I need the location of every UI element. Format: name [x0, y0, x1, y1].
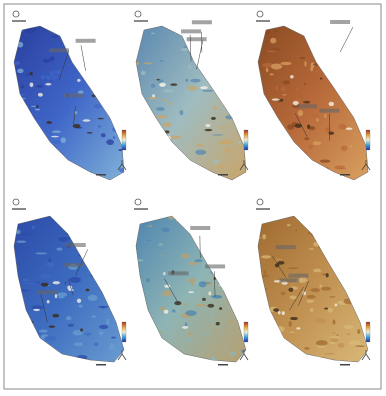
panel-label	[12, 20, 26, 22]
annotation-box	[63, 263, 83, 267]
panel-label	[256, 208, 270, 210]
colorbar	[122, 322, 126, 342]
annotation-box	[76, 39, 96, 43]
annotation-box	[205, 264, 225, 268]
annotation-box	[49, 48, 69, 52]
annotation-box	[319, 109, 339, 113]
annotation-box	[66, 243, 86, 247]
annotation-box	[181, 29, 201, 33]
panel-label	[134, 208, 148, 210]
colorbar	[244, 130, 248, 150]
annotation-box	[279, 278, 299, 282]
annotation-box	[276, 245, 296, 249]
colorbar	[244, 322, 248, 342]
colorbar	[122, 130, 126, 150]
colorbar	[366, 322, 370, 342]
colorbar	[366, 130, 370, 150]
scale-bar	[340, 174, 350, 176]
annotation-box	[190, 226, 210, 230]
scale-bar	[96, 364, 106, 366]
panel-label	[12, 208, 26, 210]
annotation-box	[187, 37, 207, 41]
figure	[0, 0, 386, 396]
annotation-box	[169, 271, 189, 275]
scale-bar	[218, 364, 228, 366]
scale-bar	[340, 364, 350, 366]
page: {"figure": {"panel_count": 6}} (() => { …	[0, 0, 386, 396]
annotation-box	[297, 104, 317, 108]
annotation-box	[64, 93, 84, 97]
annotation-box	[192, 20, 212, 24]
scale-bar	[218, 174, 228, 176]
scale-bar	[96, 174, 106, 176]
panel-label	[134, 20, 148, 22]
annotation-box	[37, 290, 57, 294]
annotation-box	[288, 274, 308, 278]
annotation-box	[330, 20, 350, 24]
panel-label	[256, 20, 270, 22]
